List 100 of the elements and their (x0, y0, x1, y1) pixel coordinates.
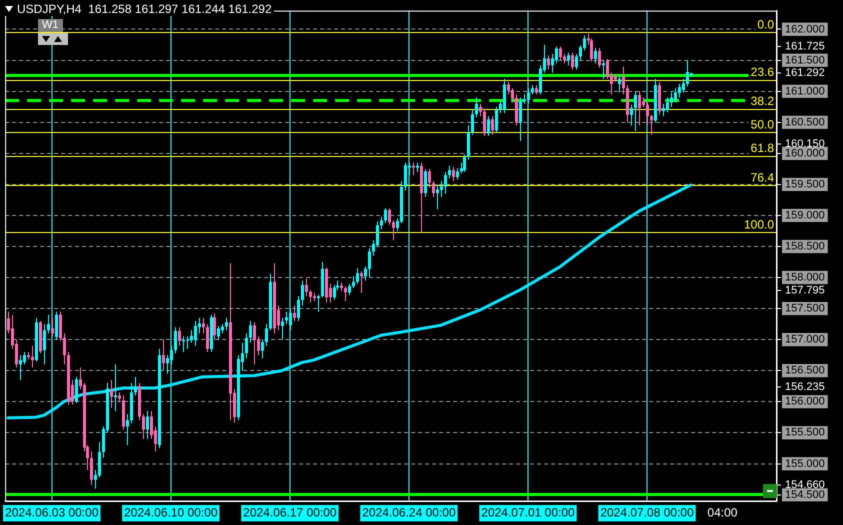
annotation: 76.4 (750, 170, 774, 184)
candlestick (622, 66, 625, 95)
candlestick (182, 336, 185, 353)
candlestick (428, 168, 431, 188)
candlestick (317, 294, 320, 312)
y-tick-label: 161.500 (785, 54, 825, 66)
candlestick (126, 414, 129, 446)
candlestick (118, 392, 121, 402)
candlestick (507, 81, 510, 95)
candlestick (364, 266, 367, 282)
candlestick (265, 324, 268, 346)
annotation: 38.2 (750, 94, 774, 108)
candlestick (245, 332, 248, 359)
candlestick (75, 376, 78, 404)
candlestick (559, 46, 562, 61)
y-tick-label: 155.000 (785, 458, 825, 470)
candlestick (535, 84, 538, 95)
x-tick-label: 2024.07.08 00:00 (600, 506, 694, 520)
candlestick (456, 168, 459, 180)
candlestick (575, 54, 578, 70)
annotation: 61.8 (750, 141, 774, 156)
candlestick (285, 311, 288, 325)
candlestick (297, 296, 300, 322)
candlestick (491, 116, 494, 136)
y-tick-label: 157.795 (785, 284, 825, 296)
candlestick (674, 88, 677, 103)
candlestick (43, 324, 46, 365)
y-tick-label: 158.000 (785, 272, 825, 284)
y-tick-label: 161.292 (785, 67, 825, 80)
candlestick (202, 317, 205, 334)
candlestick (221, 324, 224, 334)
candlestick (594, 47, 597, 64)
x-tick-label: 2024.06.24 00:00 (362, 506, 456, 520)
candlestick (206, 324, 209, 353)
candlestick (666, 97, 669, 113)
candlestick (452, 166, 455, 182)
candlestick (479, 103, 482, 117)
candlestick (392, 220, 395, 241)
candlestick (356, 268, 359, 284)
candlestick (678, 83, 681, 98)
x-tick-label: 2024.07.01 00:00 (481, 506, 576, 520)
candlestick (98, 442, 101, 478)
y-tick-label: 160.000 (785, 147, 825, 160)
candlestick (638, 90, 641, 126)
candlestick (305, 278, 308, 297)
candlestick (253, 322, 256, 365)
candlestick (51, 317, 54, 337)
candlestick (571, 52, 574, 70)
candlestick (487, 116, 490, 136)
x-tick-label: 2024.06.10 00:00 (124, 506, 218, 520)
candlestick (55, 311, 58, 340)
y-tick-label: 155.500 (785, 426, 825, 439)
candlestick (309, 289, 312, 303)
candlestick (190, 330, 193, 344)
annotation: 0.0 (757, 18, 774, 32)
candlestick (344, 286, 347, 302)
candlestick (178, 326, 181, 346)
candlestick (634, 90, 637, 132)
candlestick (261, 339, 264, 359)
candlestick (618, 75, 621, 94)
y-tick-label: 161.725 (785, 40, 825, 52)
candlestick (598, 47, 601, 68)
candlestick (384, 208, 387, 224)
candlestick (436, 184, 439, 210)
candlestick (114, 364, 117, 412)
annotation: 23.6 (750, 64, 774, 79)
candlestick (388, 208, 391, 226)
x-tick-label: 04:00 (707, 506, 738, 520)
x-tick-label: 2024.06.17 00:00 (243, 506, 337, 520)
candlestick (23, 352, 26, 365)
y-tick-label: 154.660 (785, 478, 825, 491)
candlestick (555, 46, 558, 64)
candlestick (519, 97, 522, 142)
candlestick (368, 248, 371, 278)
annotation: W1 (38, 19, 62, 32)
candlestick (444, 172, 447, 194)
y-tick-label: 156.235 (785, 381, 825, 394)
candlestick (293, 304, 296, 322)
candlestick (217, 325, 220, 340)
y-tick-label: 157.500 (785, 302, 825, 315)
candlestick (686, 60, 689, 87)
y-tick-label: 162.000 (785, 23, 825, 36)
candlestick (174, 326, 177, 354)
candlestick (110, 379, 113, 408)
candlestick (213, 313, 216, 340)
candlestick (352, 276, 355, 289)
chart-title: USDJPY,H4 161.258 161.297 161.244 161.292 (17, 2, 272, 16)
candlestick (257, 336, 260, 356)
candlestick (249, 320, 252, 344)
y-tick-label: 157.000 (785, 334, 825, 346)
annotation: 100.0 (744, 218, 774, 232)
y-tick-label: 158.500 (785, 240, 825, 253)
y-tick-label: 156.000 (785, 396, 825, 408)
candlestick (483, 108, 486, 136)
candlestick (650, 114, 653, 136)
candlestick (547, 54, 550, 70)
candlestick (301, 280, 304, 306)
x-tick-label: 2024.06.03 00:00 (5, 506, 99, 520)
candlestick (348, 283, 351, 296)
candlestick (19, 354, 22, 380)
